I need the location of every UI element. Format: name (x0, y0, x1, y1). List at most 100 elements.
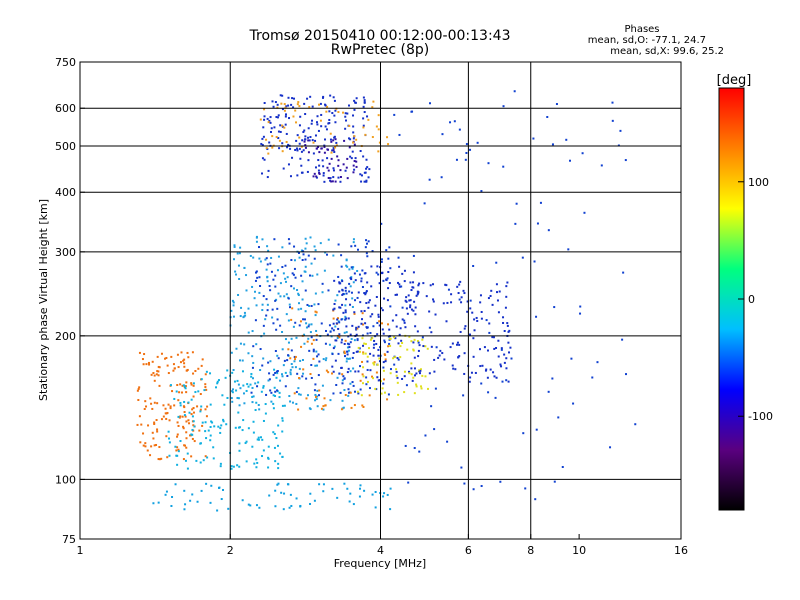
data-point (394, 337, 397, 340)
data-point (177, 448, 180, 451)
data-point (371, 250, 374, 253)
data-point (219, 427, 222, 430)
x-tick-label: 8 (527, 544, 534, 557)
data-point (315, 334, 318, 337)
data-point (233, 244, 236, 247)
data-point (360, 280, 363, 283)
data-point (260, 390, 263, 393)
data-point (318, 151, 321, 154)
data-point (299, 359, 302, 362)
data-point (413, 367, 416, 370)
data-point (430, 331, 433, 334)
data-point (261, 144, 264, 147)
data-point (359, 365, 362, 368)
data-point (279, 130, 282, 133)
data-point (383, 297, 386, 300)
data-point (156, 370, 159, 373)
data-point (274, 274, 277, 277)
data-point (302, 318, 305, 321)
data-point (266, 245, 269, 248)
data-point (315, 175, 318, 178)
data-point (155, 419, 158, 422)
data-point (298, 393, 301, 396)
data-point (291, 272, 294, 275)
data-point (414, 325, 417, 328)
data-point (205, 388, 208, 391)
data-point (313, 257, 316, 260)
data-point (241, 370, 244, 373)
data-point (339, 180, 342, 183)
data-point (375, 388, 378, 391)
data-point (354, 244, 357, 247)
data-point (337, 164, 340, 167)
data-point (281, 417, 284, 420)
data-point (204, 421, 207, 424)
data-point (251, 401, 254, 404)
data-point (286, 146, 289, 149)
data-point (469, 376, 472, 379)
data-point (273, 446, 276, 449)
data-point (300, 164, 303, 167)
data-point (334, 180, 337, 183)
data-point (157, 501, 160, 504)
data-point (382, 332, 385, 335)
data-point (478, 348, 481, 351)
data-point (536, 222, 539, 225)
data-point (239, 246, 242, 249)
data-point (551, 143, 554, 146)
data-point (366, 368, 369, 371)
data-point (500, 365, 503, 368)
data-point (359, 484, 362, 487)
data-point (356, 338, 359, 341)
data-point (363, 171, 366, 174)
data-point (287, 319, 290, 322)
data-point (421, 338, 424, 341)
data-point (373, 363, 376, 366)
data-point (347, 137, 350, 140)
data-point (245, 274, 248, 277)
data-point (266, 280, 269, 283)
data-point (268, 284, 271, 287)
data-point (496, 299, 499, 302)
data-point (414, 313, 417, 316)
data-point (282, 167, 285, 170)
data-point (173, 397, 176, 400)
data-point (387, 271, 390, 274)
data-point (337, 243, 340, 246)
data-point (353, 143, 356, 146)
data-point (316, 273, 319, 276)
data-point (364, 352, 367, 355)
data-point (272, 394, 275, 397)
data-point (149, 397, 152, 400)
data-point (261, 238, 264, 241)
data-point (355, 160, 358, 163)
data-point (487, 391, 490, 394)
data-point (245, 389, 248, 392)
data-point (435, 346, 438, 349)
data-point (396, 357, 399, 360)
data-point (225, 423, 228, 426)
data-point (433, 370, 436, 373)
data-point (387, 393, 390, 396)
data-point (302, 149, 305, 152)
data-point (344, 315, 347, 318)
data-point (416, 293, 419, 296)
data-point (204, 386, 207, 389)
data-point (437, 356, 440, 359)
y-tick-label: 200 (55, 330, 76, 343)
data-point (428, 372, 431, 375)
data-point (422, 282, 425, 285)
data-point (167, 403, 170, 406)
data-point (247, 503, 250, 506)
data-point (205, 437, 208, 440)
data-point (158, 446, 161, 449)
data-point (366, 380, 369, 383)
data-point (296, 149, 299, 152)
data-point (316, 395, 319, 398)
data-point (313, 389, 316, 392)
data-point (410, 110, 413, 113)
data-point (136, 389, 139, 392)
data-point (301, 298, 304, 301)
data-point (407, 294, 410, 297)
